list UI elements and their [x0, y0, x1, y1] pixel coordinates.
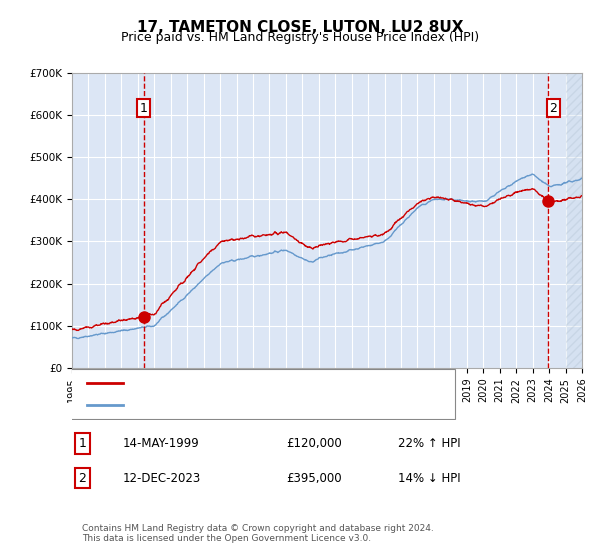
Text: 1: 1 [78, 437, 86, 450]
Text: Contains HM Land Registry data © Crown copyright and database right 2024.
This d: Contains HM Land Registry data © Crown c… [82, 524, 434, 543]
Text: 17, TAMETON CLOSE, LUTON, LU2 8UX: 17, TAMETON CLOSE, LUTON, LU2 8UX [137, 20, 463, 35]
Text: 22% ↑ HPI: 22% ↑ HPI [398, 437, 461, 450]
Text: 12-DEC-2023: 12-DEC-2023 [123, 472, 201, 484]
FancyBboxPatch shape [67, 370, 455, 419]
Text: HPI: Average price, detached house, Luton: HPI: Average price, detached house, Luto… [133, 400, 355, 409]
Text: 2: 2 [549, 102, 557, 115]
Text: £395,000: £395,000 [286, 472, 342, 484]
Text: 1: 1 [140, 102, 148, 115]
Text: 17, TAMETON CLOSE, LUTON, LU2 8UX (detached house): 17, TAMETON CLOSE, LUTON, LU2 8UX (detac… [133, 377, 428, 388]
Text: £120,000: £120,000 [286, 437, 342, 450]
Text: 14-MAY-1999: 14-MAY-1999 [123, 437, 200, 450]
Text: 2: 2 [78, 472, 86, 484]
Bar [566, 73, 582, 368]
Text: 14% ↓ HPI: 14% ↓ HPI [398, 472, 461, 484]
Text: Price paid vs. HM Land Registry's House Price Index (HPI): Price paid vs. HM Land Registry's House … [121, 31, 479, 44]
